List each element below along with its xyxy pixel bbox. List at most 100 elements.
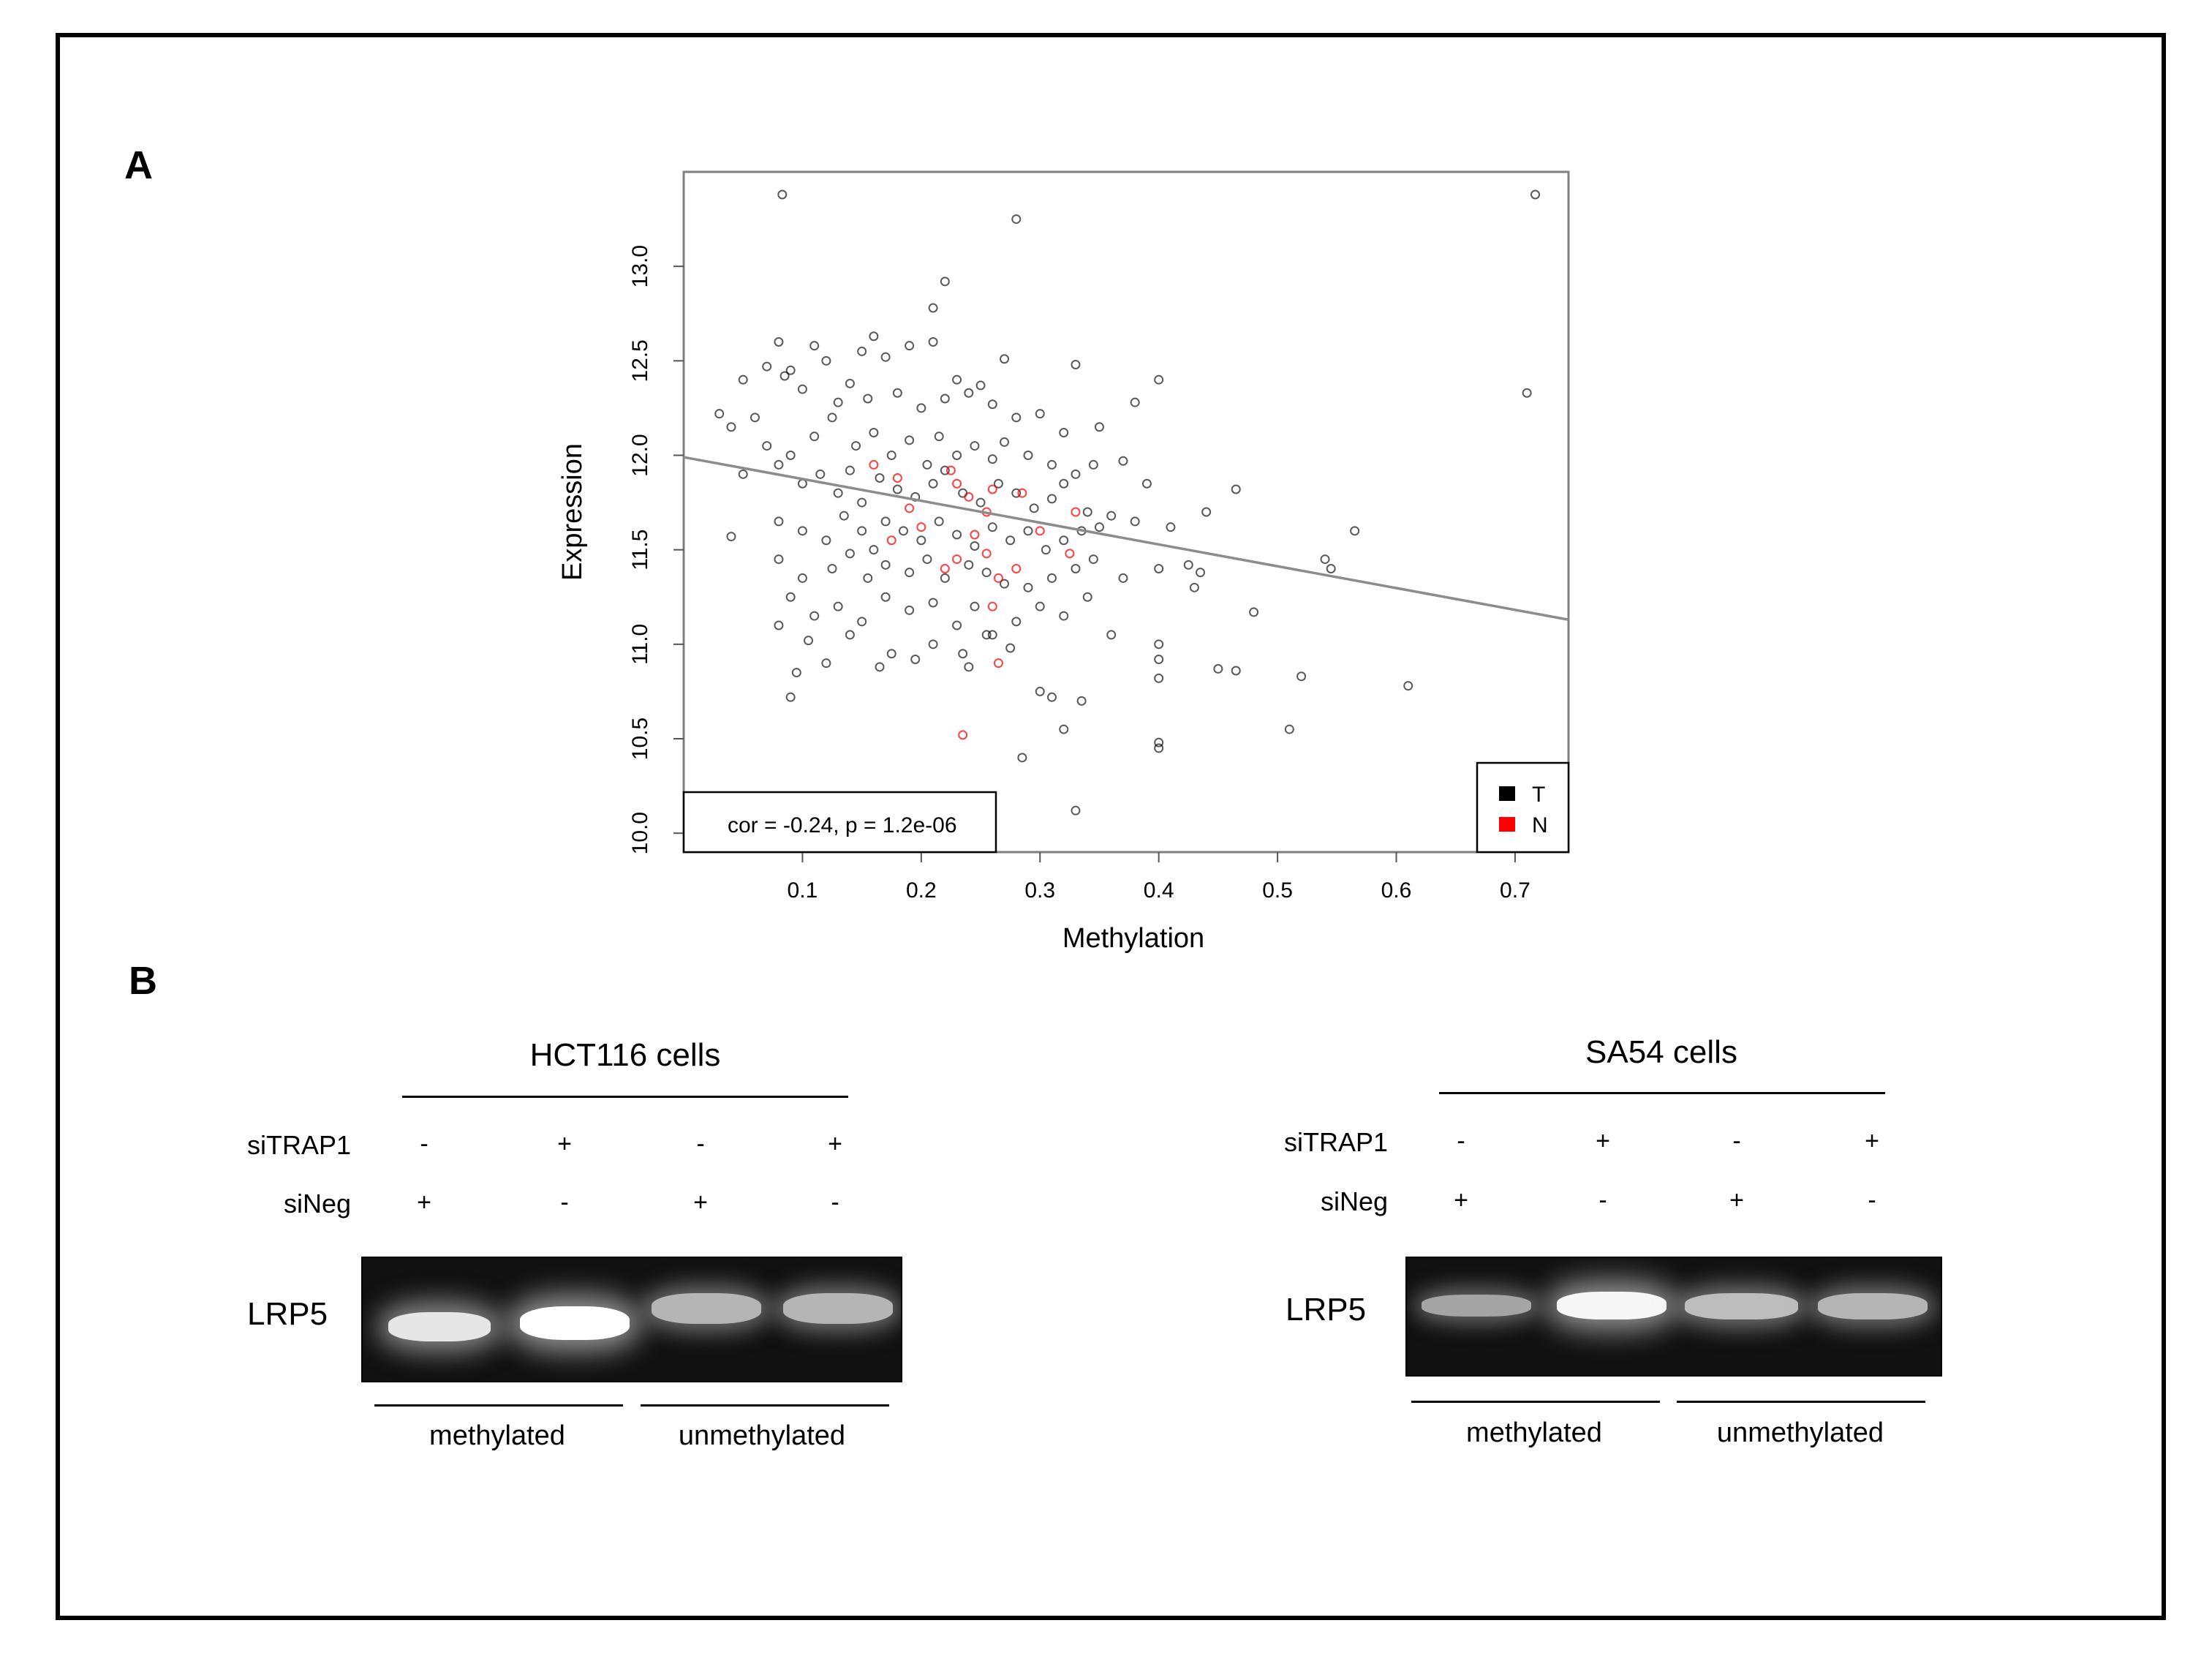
x-axis-label: Methylation — [1062, 923, 1204, 954]
data-point-t — [833, 601, 843, 611]
data-point-t — [1046, 692, 1057, 702]
sign-row1: + — [828, 1130, 842, 1158]
data-point-t — [1154, 673, 1164, 683]
data-point-t — [1059, 724, 1069, 734]
data-point-t — [928, 598, 938, 608]
data-point-t — [1118, 573, 1128, 583]
data-point-n — [1017, 488, 1027, 498]
data-point-t — [1035, 601, 1045, 611]
data-point-t — [1071, 469, 1081, 479]
group-rule-methylated — [1411, 1401, 1660, 1403]
data-point-t — [1130, 516, 1140, 527]
data-point-t — [839, 511, 849, 521]
data-point-t — [875, 662, 885, 672]
data-point-t — [1029, 503, 1039, 513]
data-point-t — [738, 469, 748, 479]
row-label-sineg: siNeg — [283, 1189, 351, 1219]
data-point-t — [880, 516, 891, 527]
data-point-t — [952, 374, 962, 385]
data-point-t — [880, 352, 891, 362]
data-point-t — [762, 361, 772, 372]
data-point-n — [987, 601, 997, 611]
sign-row2: + — [1454, 1186, 1468, 1214]
data-point-t — [821, 355, 831, 366]
sign-row2: - — [560, 1189, 569, 1216]
legend-label-n: N — [1532, 813, 1548, 837]
sign-row1: - — [1732, 1127, 1741, 1155]
data-point-t — [1166, 522, 1176, 532]
data-point-t — [892, 388, 902, 398]
sign-row2: + — [693, 1189, 708, 1216]
group-rule-unmethylated — [641, 1404, 889, 1407]
data-point-t — [987, 399, 997, 410]
data-point-t — [916, 403, 926, 413]
data-point-t — [1046, 573, 1057, 583]
data-point-n — [1035, 526, 1045, 536]
sign-row1: + — [1865, 1127, 1879, 1155]
data-point-t — [1154, 639, 1164, 649]
data-point-t — [1071, 360, 1081, 369]
data-point-t — [1154, 564, 1164, 573]
legend-swatch-n — [1499, 817, 1515, 832]
data-point-t — [1017, 753, 1027, 763]
data-point-t — [1088, 554, 1098, 565]
data-point-t — [1154, 655, 1164, 664]
title-underline — [402, 1096, 848, 1098]
x-tick-label: 0.2 — [906, 878, 937, 903]
data-point-t — [964, 560, 974, 570]
data-point-t — [952, 451, 962, 460]
data-point-t — [905, 568, 915, 578]
data-point-t — [905, 605, 915, 615]
gel-title: HCT116 cells — [529, 1037, 721, 1073]
annotation-text: cor = -0.24, p = 1.2e-06 — [728, 813, 957, 837]
data-point-t — [809, 341, 820, 351]
trend-line — [683, 456, 1569, 621]
data-point-t — [1320, 554, 1330, 565]
gel-band — [652, 1293, 761, 1324]
x-tick-label: 0.3 — [1024, 878, 1055, 903]
data-point-t — [863, 573, 873, 583]
data-point-t — [774, 516, 784, 527]
data-point-t — [833, 397, 843, 407]
gel-title: SA54 cells — [1585, 1034, 1737, 1070]
panel-label-a: A — [124, 143, 153, 187]
data-point-t — [797, 384, 807, 394]
data-point-t — [1130, 397, 1140, 407]
group-rule-unmethylated — [1677, 1401, 1925, 1403]
y-tick-label: 13.0 — [628, 245, 652, 287]
legend-box — [1476, 761, 1570, 854]
data-point-t — [1071, 564, 1081, 573]
data-point-t — [981, 630, 992, 640]
data-point-t — [774, 554, 784, 565]
data-point-t — [880, 592, 891, 602]
data-point-t — [845, 465, 855, 475]
data-point-t — [750, 413, 760, 423]
data-point-t — [1041, 545, 1051, 555]
data-point-n — [886, 535, 896, 546]
data-point-t — [975, 380, 986, 391]
data-point-n — [1011, 564, 1022, 573]
data-point-t — [987, 522, 997, 532]
data-point-t — [1011, 413, 1022, 423]
data-point-t — [928, 303, 938, 313]
data-point-t — [726, 532, 736, 542]
data-point-t — [1189, 582, 1199, 592]
data-point-t — [1213, 663, 1223, 674]
marker-label-lrp5: LRP5 — [1286, 1292, 1367, 1328]
data-point-t — [785, 451, 796, 460]
data-point-t — [934, 432, 944, 442]
sign-row1: - — [420, 1130, 429, 1158]
y-tick-label: 12.5 — [628, 339, 652, 382]
data-point-t — [815, 469, 826, 479]
gel-band — [388, 1312, 491, 1341]
data-point-t — [774, 459, 784, 470]
title-underline — [1439, 1092, 1885, 1094]
data-point-t — [934, 516, 944, 527]
data-point-t — [987, 454, 997, 464]
data-point-t — [833, 488, 843, 498]
data-point-t — [797, 478, 807, 489]
data-point-t — [869, 331, 879, 342]
data-point-t — [987, 630, 997, 640]
gel-band — [1557, 1292, 1666, 1319]
data-point-t — [738, 374, 748, 385]
